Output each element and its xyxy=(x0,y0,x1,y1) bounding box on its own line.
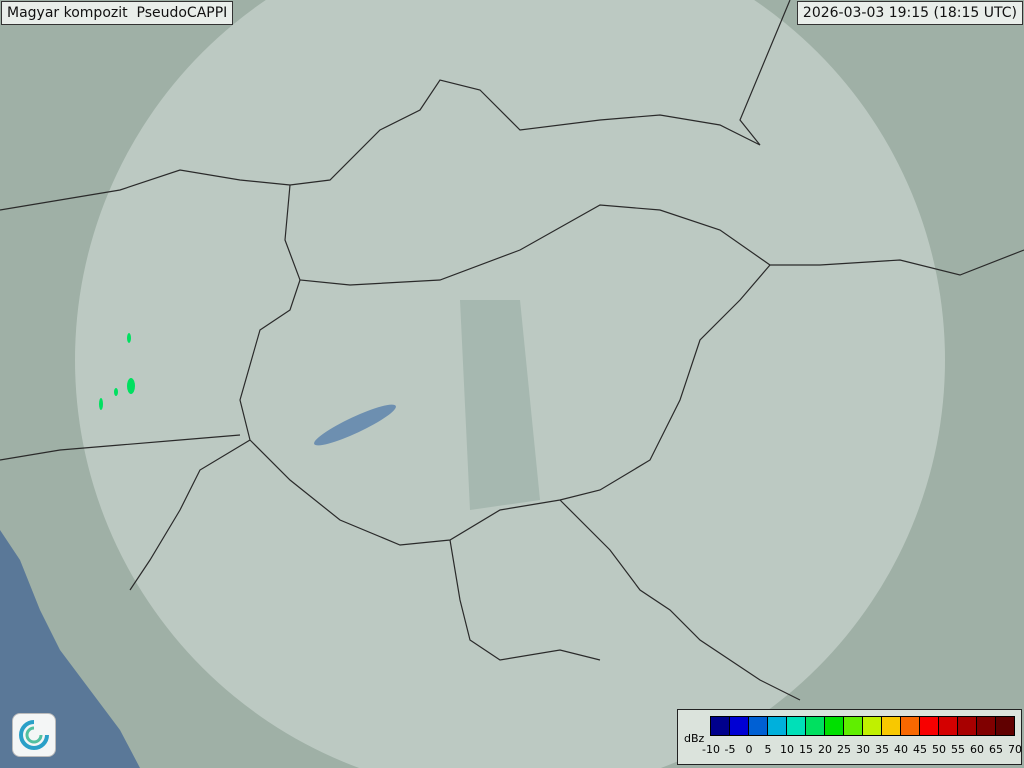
legend-tick-label: 10 xyxy=(780,743,794,756)
legend-swatch xyxy=(977,717,996,735)
legend-swatch xyxy=(863,717,882,735)
legend-tick-label: 25 xyxy=(837,743,851,756)
timestamp: 2026-03-03 19:15 (18:15 UTC) xyxy=(796,1,1023,25)
legend-tick-label: 35 xyxy=(875,743,889,756)
legend-swatch xyxy=(768,717,787,735)
country-borders xyxy=(0,0,1024,701)
legend-swatch xyxy=(825,717,844,735)
radar-echoes xyxy=(99,333,135,410)
legend-tick-label: -10 xyxy=(702,743,720,756)
legend-tick-label: -5 xyxy=(724,743,736,756)
legend-swatch xyxy=(730,717,749,735)
legend-swatch xyxy=(958,717,977,735)
legend-tick-label: 50 xyxy=(932,743,946,756)
legend-swatch xyxy=(901,717,920,735)
legend-unit: dBz xyxy=(684,732,705,745)
legend-swatch xyxy=(920,717,939,735)
legend-tick-label: 15 xyxy=(799,743,813,756)
legend-swatch xyxy=(787,717,806,735)
omsz-logo-icon xyxy=(12,713,56,757)
legend-tick-label: 65 xyxy=(989,743,1003,756)
lake-balaton xyxy=(314,404,396,446)
legend-tick-label: 40 xyxy=(894,743,908,756)
legend-tick-label: 60 xyxy=(970,743,984,756)
product-title: Magyar kompozit PseudoCAPPI xyxy=(1,1,234,25)
legend-swatch xyxy=(806,717,825,735)
legend-tick-label: 0 xyxy=(745,743,753,756)
legend-swatch xyxy=(882,717,901,735)
legend-tick-label: 70 xyxy=(1008,743,1022,756)
adriatic-sea xyxy=(0,530,140,768)
legend-tick-label: 45 xyxy=(913,743,927,756)
legend-tick-label: 5 xyxy=(764,743,772,756)
legend-swatch xyxy=(844,717,863,735)
great-plain xyxy=(460,300,540,510)
legend-tick-label: 30 xyxy=(856,743,870,756)
dbz-legend: dBz -10 -5 0 5 10 15 20 25 30 35 40 45 50 55 60 65 70 xyxy=(677,709,1022,765)
color-scale xyxy=(710,716,1015,736)
legend-swatch xyxy=(749,717,768,735)
legend-tick-label: 55 xyxy=(951,743,965,756)
legend-swatch xyxy=(996,717,1014,735)
legend-swatch xyxy=(939,717,958,735)
legend-tick-label: 20 xyxy=(818,743,832,756)
legend-swatch xyxy=(711,717,730,735)
